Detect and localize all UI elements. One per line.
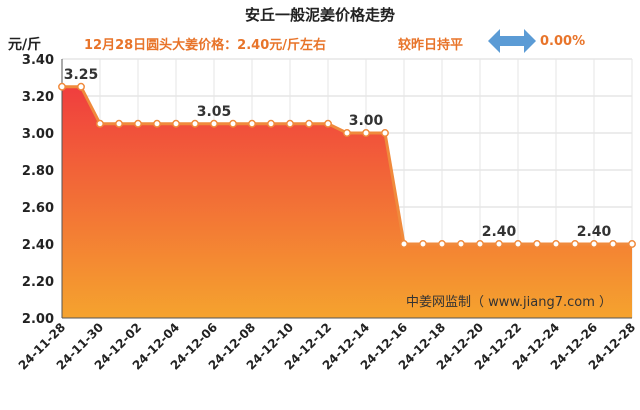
data-point xyxy=(419,240,427,248)
data-point xyxy=(172,119,180,128)
y-tick-label: 2.00 xyxy=(22,312,54,327)
data-point xyxy=(628,240,636,248)
y-tick-label: 2.80 xyxy=(22,164,54,179)
data-label: 3.00 xyxy=(349,113,384,129)
data-point xyxy=(153,119,161,128)
data-point xyxy=(495,240,503,248)
data-point xyxy=(210,119,218,128)
data-point xyxy=(267,119,275,128)
data-point xyxy=(362,129,370,137)
data-label: 3.05 xyxy=(197,104,232,120)
data-point xyxy=(286,119,294,128)
price-area xyxy=(62,86,632,318)
y-tick-label: 2.20 xyxy=(22,275,54,290)
data-point xyxy=(571,240,579,248)
compare-text: 较昨日持平 xyxy=(398,38,464,53)
y-tick-label: 3.00 xyxy=(22,127,54,142)
data-point xyxy=(58,82,66,91)
data-point xyxy=(381,129,389,137)
y-tick-label: 3.20 xyxy=(22,90,54,105)
data-point xyxy=(324,119,332,128)
y-tick-label: 2.60 xyxy=(22,201,54,216)
data-point xyxy=(115,119,123,128)
change-percent: 0.00% xyxy=(540,34,586,49)
data-point xyxy=(400,240,408,248)
data-point xyxy=(229,119,237,128)
data-point xyxy=(552,240,560,248)
data-label: 2.40 xyxy=(577,224,612,240)
data-point xyxy=(457,240,465,248)
y-axis-unit: 元/斤 xyxy=(8,37,42,53)
price-info: 12月28日圆头大姜价格：2.40元/斤左右 xyxy=(84,38,327,53)
watermark-text: 中姜网监制（ www.jiang7.com ） xyxy=(406,295,612,310)
data-point xyxy=(609,240,617,248)
y-tick-label: 3.40 xyxy=(22,53,54,68)
data-label: 2.40 xyxy=(482,224,517,240)
data-label: 3.25 xyxy=(64,67,99,83)
data-point xyxy=(96,119,104,128)
chart-title: 安丘一般泥姜价格走势 xyxy=(244,6,395,24)
data-point xyxy=(134,119,142,128)
y-tick-label: 2.40 xyxy=(22,238,54,253)
data-point xyxy=(305,119,313,128)
data-point xyxy=(533,240,541,248)
data-point xyxy=(248,119,256,128)
data-point xyxy=(514,240,522,248)
data-point xyxy=(476,240,484,248)
double-arrow-icon xyxy=(488,29,536,53)
data-point xyxy=(438,240,446,248)
data-point xyxy=(77,82,85,91)
data-point xyxy=(191,119,199,128)
data-point xyxy=(590,240,598,248)
data-point xyxy=(343,129,351,137)
